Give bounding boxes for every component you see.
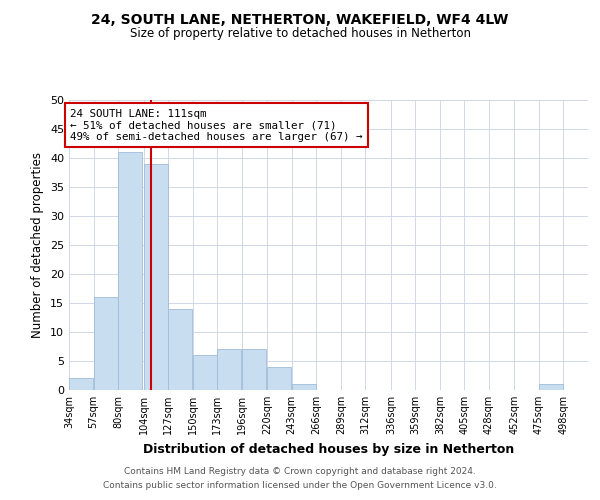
Text: Size of property relative to detached houses in Netherton: Size of property relative to detached ho…	[130, 28, 470, 40]
Y-axis label: Number of detached properties: Number of detached properties	[31, 152, 44, 338]
Bar	[268, 367, 292, 390]
Text: 24 SOUTH LANE: 111sqm
← 51% of detached houses are smaller (71)
49% of semi-deta: 24 SOUTH LANE: 111sqm ← 51% of detached …	[70, 108, 362, 142]
Bar	[169, 309, 193, 390]
Text: Contains public sector information licensed under the Open Government Licence v3: Contains public sector information licen…	[103, 481, 497, 490]
Bar	[144, 164, 168, 390]
Bar	[292, 384, 316, 390]
Bar	[118, 152, 142, 390]
Bar	[217, 350, 241, 390]
Bar	[539, 384, 563, 390]
Bar	[69, 378, 93, 390]
Bar	[242, 350, 266, 390]
Bar	[94, 297, 118, 390]
Bar	[193, 355, 217, 390]
X-axis label: Distribution of detached houses by size in Netherton: Distribution of detached houses by size …	[143, 442, 514, 456]
Text: Contains HM Land Registry data © Crown copyright and database right 2024.: Contains HM Land Registry data © Crown c…	[124, 467, 476, 476]
Text: 24, SOUTH LANE, NETHERTON, WAKEFIELD, WF4 4LW: 24, SOUTH LANE, NETHERTON, WAKEFIELD, WF…	[91, 12, 509, 26]
